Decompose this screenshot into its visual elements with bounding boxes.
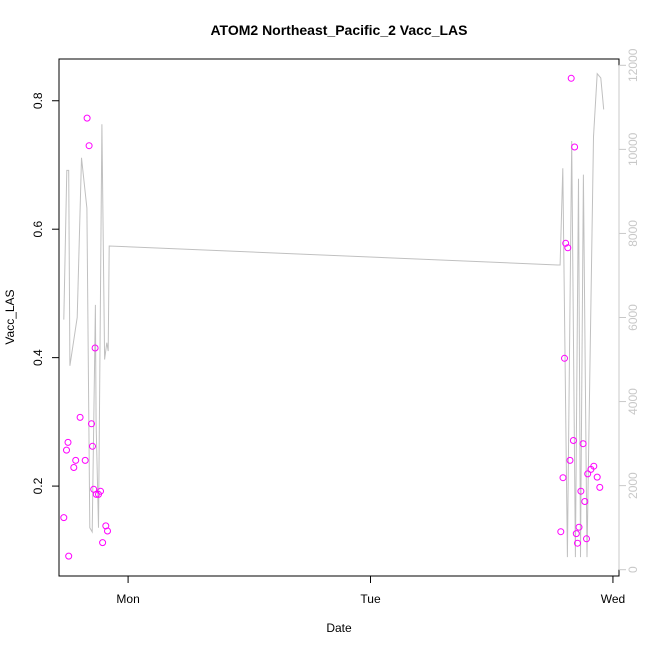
data-point	[567, 74, 575, 82]
x-tick-label: Mon	[116, 592, 139, 606]
data-point	[91, 344, 99, 352]
x-axis: Mon Tue Wed	[116, 575, 625, 606]
series-line	[63, 72, 605, 558]
y-tick-label: 0.8	[31, 92, 45, 109]
data-point	[72, 456, 80, 464]
data-point	[593, 473, 601, 481]
data-point	[575, 523, 583, 531]
data-point	[574, 539, 581, 547]
data-point	[81, 456, 89, 464]
data-point	[564, 244, 572, 252]
y-tick-label: 0.2	[31, 477, 45, 494]
data-point	[85, 142, 93, 150]
y2-tick-label: 2000	[626, 472, 640, 499]
data-point	[557, 528, 565, 536]
data-point	[99, 539, 107, 547]
data-point	[88, 420, 95, 428]
data-point	[569, 437, 577, 444]
data-point	[89, 442, 96, 450]
y2-axis: 0 2000 4000 6000 8000 10000 12000	[618, 48, 640, 573]
data-point	[70, 464, 78, 471]
data-point	[97, 487, 104, 495]
y2-tick-label: 10000	[626, 132, 640, 166]
data-point	[561, 354, 568, 362]
data-point	[83, 114, 91, 122]
data-point	[596, 483, 604, 491]
data-point	[566, 456, 574, 464]
data-point	[571, 143, 579, 151]
data-point	[65, 552, 73, 560]
data-point	[579, 440, 587, 448]
x-axis-label: Date	[326, 621, 352, 635]
point-series	[60, 74, 604, 560]
data-point	[104, 527, 111, 535]
y-axis-label: Vacc_LAS	[3, 289, 17, 344]
data-point	[583, 535, 590, 543]
data-point	[590, 462, 598, 470]
data-point	[572, 530, 580, 538]
y2-tick-label: 6000	[626, 304, 640, 331]
plot-frame	[58, 58, 620, 577]
data-point	[63, 446, 70, 454]
line-series	[63, 72, 605, 558]
data-point	[577, 487, 585, 495]
y2-tick-label: 4000	[626, 388, 640, 415]
data-point	[76, 413, 84, 421]
data-point	[584, 470, 592, 478]
data-point	[562, 239, 570, 247]
y-tick-label: 0.6	[31, 221, 45, 238]
data-point	[64, 438, 72, 446]
x-tick-label: Tue	[360, 592, 381, 606]
y-tick-label: 0.4	[31, 349, 45, 366]
x-tick-label: Wed	[601, 592, 625, 606]
data-point	[559, 474, 567, 482]
chart-title: ATOM2 Northeast_Pacific_2 Vacc_LAS	[210, 22, 467, 38]
data-point	[60, 514, 68, 522]
y-axis: 0.2 0.4 0.6 0.8	[31, 92, 60, 494]
y2-tick-label: 0	[626, 566, 640, 573]
data-point	[581, 498, 589, 505]
y2-tick-label: 12000	[626, 48, 640, 82]
y2-tick-label: 8000	[626, 220, 640, 247]
